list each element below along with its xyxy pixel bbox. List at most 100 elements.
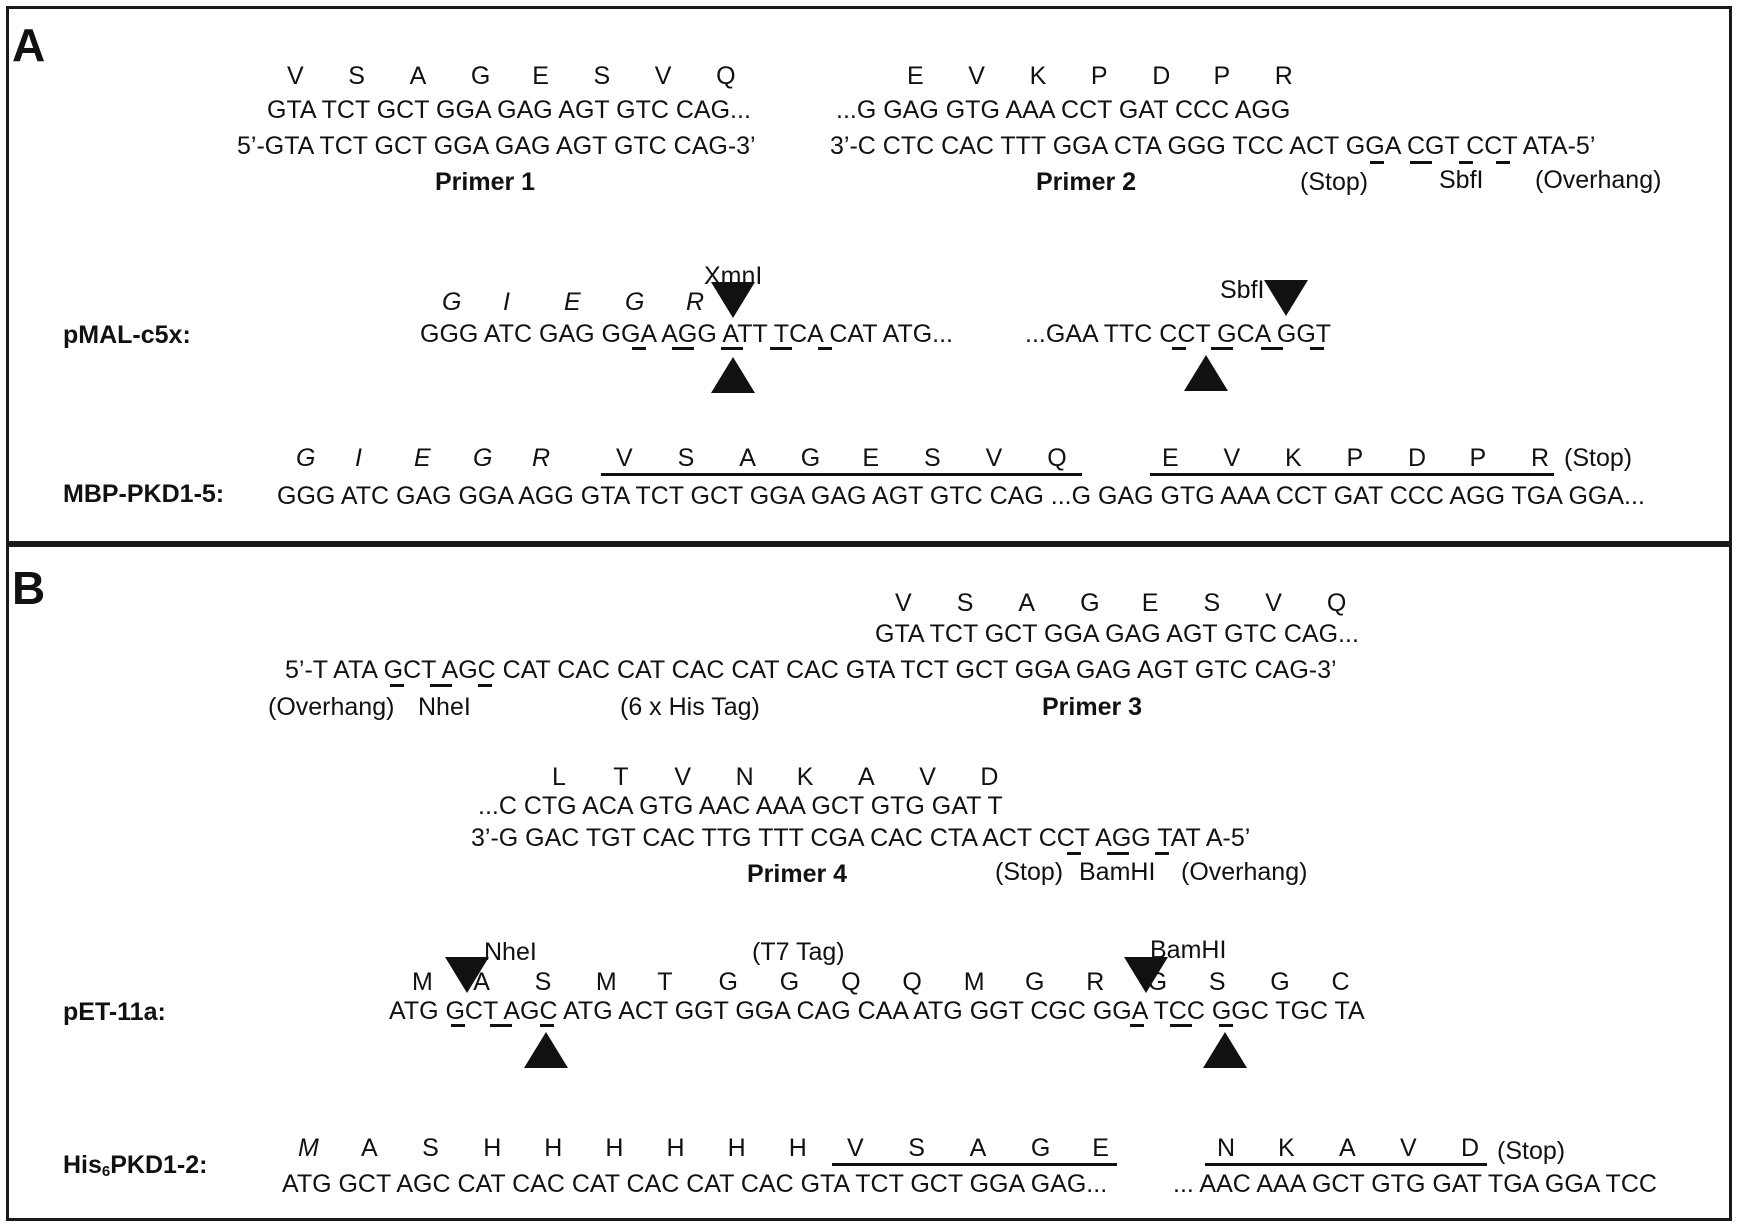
amino-acid-letter: M xyxy=(963,968,985,996)
primer2-stop: (Stop) xyxy=(1300,168,1369,196)
amino-acid-letter: C xyxy=(1331,968,1350,996)
amino-acid-letter: S xyxy=(924,444,941,472)
amino-acid-letter: G xyxy=(442,288,462,316)
amino-acid-letter: I xyxy=(503,288,510,316)
amino-acid-letter: P xyxy=(1213,62,1231,90)
pet-underline xyxy=(451,1024,465,1027)
amino-acid-letter: M xyxy=(595,968,617,996)
amino-acid-letter: A xyxy=(739,444,756,472)
amino-acid-letter: G xyxy=(296,444,316,472)
amino-acid-letter: G xyxy=(625,288,645,316)
amino-acid-letter: V xyxy=(895,589,912,617)
amino-acid-letter: S xyxy=(348,62,365,90)
amino-acid-letter: N xyxy=(735,763,754,791)
amino-acid-letter: E xyxy=(532,62,549,90)
amino-acid-letter: E xyxy=(1092,1134,1109,1162)
amino-acid-letter: A xyxy=(1018,589,1036,617)
pet-underline xyxy=(540,1024,554,1027)
amino-acid-letter: S xyxy=(422,1134,439,1162)
amino-acid-letter: H xyxy=(544,1134,563,1162)
pmal-underline xyxy=(672,347,694,350)
panel-a xyxy=(6,6,1732,544)
his-label-post: PKD1-2: xyxy=(110,1151,208,1179)
amino-acid-letter: R xyxy=(1274,62,1293,90)
amino-acid-letter: R xyxy=(686,288,705,316)
primer4-underline xyxy=(1155,852,1169,855)
amino-acid-letter: N xyxy=(1217,1134,1236,1162)
primer4-site: BamHI xyxy=(1079,858,1156,886)
pet-underline xyxy=(1219,1024,1233,1027)
primer2-underline xyxy=(1496,161,1510,164)
amino-acid-letter: G xyxy=(1030,1134,1051,1162)
primer2-site: SbfI xyxy=(1439,166,1484,194)
amino-acid-letter: S xyxy=(593,62,611,90)
amino-acid-letter: E xyxy=(1162,444,1179,472)
amino-acid-letter: E xyxy=(564,288,581,316)
primer4-underline xyxy=(1107,852,1129,855)
pmal-underline xyxy=(632,347,646,350)
amino-acid-letter: E xyxy=(907,62,924,90)
primer2-overhang: (Overhang) xyxy=(1535,166,1662,194)
amino-acid-letter: H xyxy=(788,1134,807,1162)
primer3-name: Primer 3 xyxy=(1042,693,1143,721)
amino-acid-letter: T xyxy=(657,968,673,996)
amino-acid-letter: K xyxy=(1278,1134,1295,1162)
amino-acid-letter: D xyxy=(1461,1134,1480,1162)
amino-acid-letter: S xyxy=(677,444,695,472)
nhei-cut-arrow-up-icon xyxy=(524,1032,568,1068)
mbp-overline-1 xyxy=(601,473,1082,476)
his-stop: (Stop) xyxy=(1497,1137,1566,1165)
amino-acid-letter: G xyxy=(1270,968,1290,996)
primer3-site: NheI xyxy=(418,693,471,721)
amino-acid-letter: H xyxy=(605,1134,624,1162)
mbp-stop: (Stop) xyxy=(1564,444,1633,472)
mbp-seq: GGG ATC GAG GGA AGG GTA TCT GCT GGA GAG … xyxy=(277,482,1645,510)
amino-acid-letter: M xyxy=(298,1134,319,1162)
amino-acid-letter: A xyxy=(409,62,427,90)
amino-acid-letter: G xyxy=(1080,589,1100,617)
pmal-underline xyxy=(1310,347,1324,350)
pmal-underline xyxy=(1261,347,1283,350)
pet-underline xyxy=(1130,1024,1144,1027)
amino-acid-letter: I xyxy=(355,444,362,472)
amino-acid-letter: A xyxy=(361,1134,378,1162)
amino-acid-letter: H xyxy=(666,1134,685,1162)
primer2-underline xyxy=(1410,161,1432,164)
amino-acid-letter: V xyxy=(1400,1134,1417,1162)
pmal-underline xyxy=(1211,347,1233,350)
amino-acid-letter: S xyxy=(956,589,974,617)
seq2: ...G GAG GTG AAA CCT GAT CCC AGG xyxy=(836,96,1291,124)
amino-acid-letter: A xyxy=(1339,1134,1356,1162)
pmal-seq1: GGG ATC GAG GGA AGG ATT TCA CAT ATG... xyxy=(420,320,953,348)
amino-acid-letter: L xyxy=(552,763,566,791)
primer3-tag: (6 x His Tag) xyxy=(620,693,760,721)
his-seq2: ... AAC AAA GCT GTG GAT TGA GGA TCC xyxy=(1173,1170,1657,1198)
amino-acid-letter: Q xyxy=(902,968,922,996)
primer2-seq: 3’-C CTC CAC TTT GGA CTA GGG TCC ACT GGA… xyxy=(830,132,1596,160)
pmal-underline xyxy=(818,347,832,350)
pet-underline xyxy=(490,1024,512,1027)
amino-acid-letter: E xyxy=(414,444,431,472)
amino-acid-letter: Q xyxy=(716,62,736,90)
pmal-underline xyxy=(721,347,743,350)
primer3-overhang: (Overhang) xyxy=(268,693,395,721)
pmal-site-sbfi: SbfI xyxy=(1220,276,1265,304)
amino-acid-letter: P xyxy=(1469,444,1487,472)
amino-acid-letter: V xyxy=(847,1134,864,1162)
panel-b xyxy=(6,544,1732,1221)
amino-acid-letter: E xyxy=(1141,589,1159,617)
mbp-overline-2 xyxy=(1150,473,1554,476)
seq1: GTA TCT GCT GGA GAG AGT GTC CAG... xyxy=(267,96,751,124)
amino-acid-letter: E xyxy=(862,444,880,472)
xmni-cut-arrow-down-icon xyxy=(711,282,755,318)
pmal-seq2: ...GAA TTC CCT GCA GGT xyxy=(1025,320,1332,348)
amino-acid-letter: D xyxy=(980,763,999,791)
pet-site-nhei: NheI xyxy=(484,938,537,966)
amino-acid-letter: S xyxy=(534,968,552,996)
pmal-underline xyxy=(770,347,792,350)
primer1-seq: 5’-GTA TCT GCT GGA GAG AGT GTC CAG-3’ xyxy=(237,132,756,160)
sbfi-cut-arrow-down-icon xyxy=(1264,280,1308,316)
bamhi-cut-arrow-down-icon xyxy=(1124,957,1168,993)
amino-acid-letter: A xyxy=(858,763,875,791)
primer4-name: Primer 4 xyxy=(747,860,848,888)
